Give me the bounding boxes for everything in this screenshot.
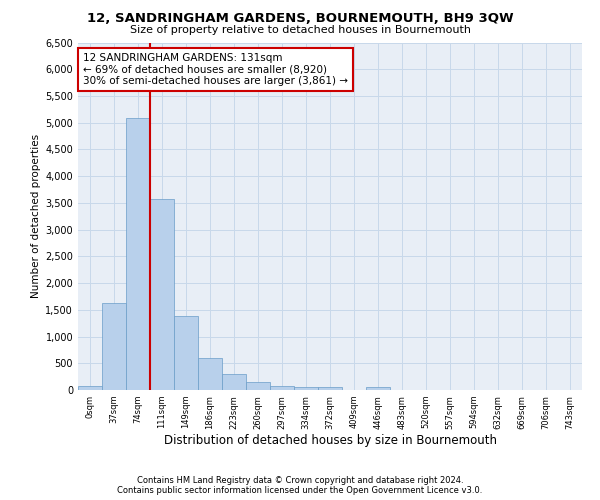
Bar [294, 387, 318, 390]
Bar [270, 386, 294, 390]
Text: Size of property relative to detached houses in Bournemouth: Size of property relative to detached ho… [130, 25, 470, 35]
Bar [198, 358, 222, 390]
Bar [102, 304, 126, 390]
Text: Contains public sector information licensed under the Open Government Licence v3: Contains public sector information licen… [118, 486, 482, 495]
Bar [318, 387, 342, 390]
Y-axis label: Number of detached properties: Number of detached properties [31, 134, 41, 298]
Bar [174, 316, 198, 390]
Text: 12, SANDRINGHAM GARDENS, BOURNEMOUTH, BH9 3QW: 12, SANDRINGHAM GARDENS, BOURNEMOUTH, BH… [86, 12, 514, 26]
Bar [222, 374, 246, 390]
Text: 12 SANDRINGHAM GARDENS: 131sqm
← 69% of detached houses are smaller (8,920)
30% : 12 SANDRINGHAM GARDENS: 131sqm ← 69% of … [83, 53, 348, 86]
Bar [78, 386, 102, 390]
Text: Contains HM Land Registry data © Crown copyright and database right 2024.: Contains HM Land Registry data © Crown c… [137, 476, 463, 485]
X-axis label: Distribution of detached houses by size in Bournemouth: Distribution of detached houses by size … [163, 434, 497, 448]
Bar [246, 382, 270, 390]
Bar [150, 199, 174, 390]
Bar [366, 387, 390, 390]
Bar [126, 118, 150, 390]
